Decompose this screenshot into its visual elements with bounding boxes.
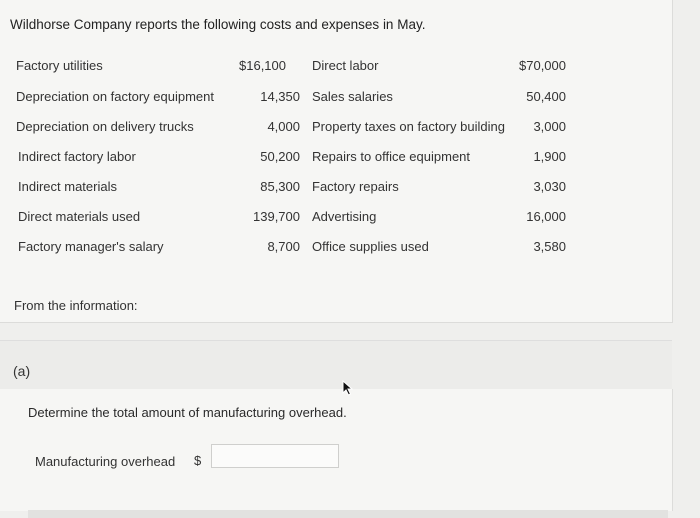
cost-value: 50,200 [260,149,300,164]
cost-label: Factory utilities [16,58,103,73]
question-card: Determine the total amount of manufactur… [0,389,673,511]
cost-value: 8,700 [267,239,300,254]
cost-value: 3,030 [533,179,566,194]
intro-text: Wildhorse Company reports the following … [10,17,426,32]
mouse-cursor-icon [342,380,354,396]
cost-label: Direct labor [312,58,379,73]
part-a-header: (a) [0,340,672,389]
cost-value: 4,000 [267,119,300,134]
manufacturing-overhead-input[interactable] [211,444,339,468]
part-label: (a) [13,363,31,379]
cost-label: Indirect materials [18,179,117,194]
cost-row: Depreciation on factory equipment 14,350… [0,89,672,109]
cost-label: Depreciation on delivery trucks [16,119,194,134]
cost-value: 3,580 [533,239,566,254]
cost-value: 1,900 [533,149,566,164]
cost-label: Direct materials used [18,209,141,224]
currency-symbol: $ [194,453,202,468]
cost-value: 14,350 [260,89,300,104]
cost-label: Depreciation on factory equipment [16,89,215,104]
cost-row: Indirect factory labor 50,200 Repairs to… [0,149,672,169]
cost-label: Indirect factory labor [18,149,136,164]
cost-row: Indirect materials 85,300 Factory repair… [0,179,672,199]
cost-row: Factory manager's salary 8,700 Office su… [0,239,672,259]
cost-value: 139,700 [253,209,300,224]
cost-label: Repairs to office equipment [312,149,471,164]
cost-value: $70,000 [519,58,566,73]
cost-value: $16,100 [239,58,286,73]
from-information-text: From the information: [14,298,138,313]
cost-value: 50,400 [526,89,566,104]
cost-row: Factory utilities $16,100 Direct labor $… [0,58,672,78]
answer-label: Manufacturing overhead [35,454,176,469]
cost-label: Advertising [312,209,377,224]
cost-value: 3,000 [533,119,566,134]
cost-row: Direct materials used 139,700 Advertisin… [0,209,672,229]
problem-statement-card: Wildhorse Company reports the following … [0,0,673,323]
cost-label: Office supplies used [312,239,429,254]
cost-label: Factory manager's salary [18,239,164,254]
cost-label: Property taxes on factory building [312,119,505,134]
cost-label: Factory repairs [312,179,399,194]
cost-value: 85,300 [260,179,300,194]
next-section-edge [28,510,668,518]
cost-row: Depreciation on delivery trucks 4,000 Pr… [0,119,672,139]
cost-label: Sales salaries [312,89,393,104]
cost-value: 16,000 [526,209,566,224]
question-text: Determine the total amount of manufactur… [28,405,347,420]
